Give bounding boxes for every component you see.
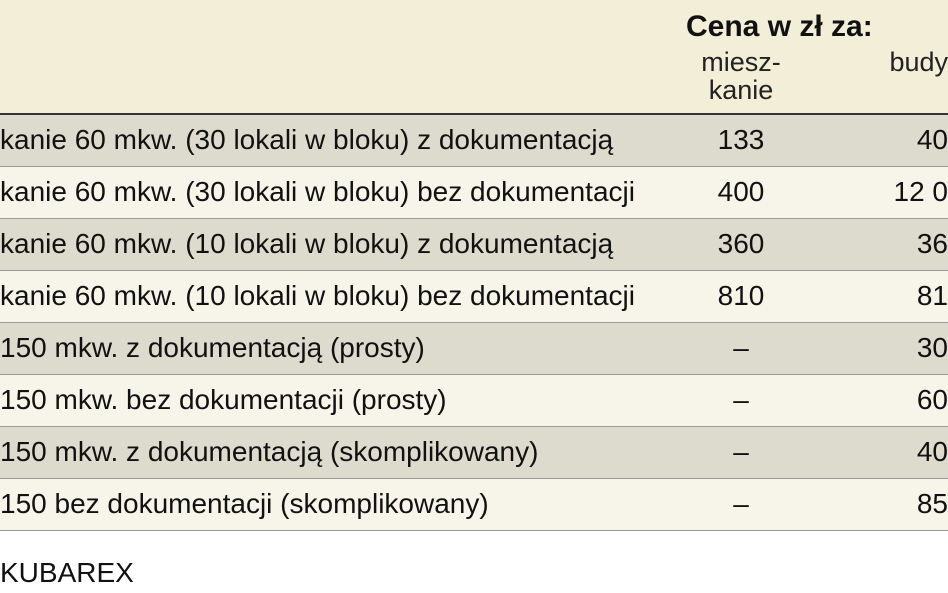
cell-description: kanie 60 mkw. (10 lokali w bloku) bez do… (0, 280, 676, 312)
table-row: kanie 60 mkw. (30 lokali w bloku) bez do… (0, 167, 948, 219)
cell-apartment: 360 (676, 228, 806, 260)
cell-description: 150 mkw. bez dokumentacji (prosty) (0, 384, 676, 416)
cell-building: 85 (806, 488, 948, 520)
price-table: Cena w zł za: miesz- kanie budy kanie 60… (0, 0, 948, 593)
table-row: kanie 60 mkw. (10 lokali w bloku) bez do… (0, 271, 948, 323)
table-row: 150 mkw. z dokumentacją (prosty) – 30 (0, 323, 948, 375)
header-title: Cena w zł za: (676, 10, 948, 44)
table-row: 150 mkw. z dokumentacją (skomplikowany) … (0, 427, 948, 479)
cell-apartment: – (676, 436, 806, 468)
table-source: KUBAREX (0, 553, 948, 593)
header-sub-col1-line2: kanie (709, 75, 774, 105)
table-header: Cena w zł za: miesz- kanie budy (0, 0, 948, 115)
table-row: kanie 60 mkw. (10 lokali w bloku) z doku… (0, 219, 948, 271)
cell-description: kanie 60 mkw. (30 lokali w bloku) bez do… (0, 176, 676, 208)
cell-apartment: – (676, 332, 806, 364)
cell-description: 150 mkw. z dokumentacją (skomplikowany) (0, 436, 676, 468)
header-sub-spacer (0, 48, 676, 105)
header-spacer (0, 10, 676, 44)
cell-apartment: 810 (676, 280, 806, 312)
cell-building: 81 (806, 280, 948, 312)
header-sub-col1-line1: miesz- (701, 47, 781, 77)
table-row: 150 mkw. bez dokumentacji (prosty) – 60 (0, 375, 948, 427)
cell-description: kanie 60 mkw. (10 lokali w bloku) z doku… (0, 228, 676, 260)
cell-apartment: 133 (676, 124, 806, 156)
cell-apartment: – (676, 488, 806, 520)
cell-building: 60 (806, 384, 948, 416)
table-row: kanie 60 mkw. (30 lokali w bloku) z doku… (0, 115, 948, 167)
cell-building: 40 (806, 124, 948, 156)
cell-description: kanie 60 mkw. (30 lokali w bloku) z doku… (0, 124, 676, 156)
cell-building: 36 (806, 228, 948, 260)
header-sub-col2: budy (806, 48, 948, 105)
cell-building: 12 0 (806, 176, 948, 208)
cell-building: 30 (806, 332, 948, 364)
cell-apartment: – (676, 384, 806, 416)
header-sub-row: miesz- kanie budy (0, 48, 948, 105)
cell-description: 150 bez dokumentacji (skomplikowany) (0, 488, 676, 520)
header-title-row: Cena w zł za: (0, 10, 948, 44)
cell-apartment: 400 (676, 176, 806, 208)
cell-building: 40 (806, 436, 948, 468)
table-rows: kanie 60 mkw. (30 lokali w bloku) z doku… (0, 115, 948, 553)
header-sub-col1: miesz- kanie (676, 48, 806, 105)
cell-description: 150 mkw. z dokumentacją (prosty) (0, 332, 676, 364)
table-row: 150 bez dokumentacji (skomplikowany) – 8… (0, 479, 948, 531)
